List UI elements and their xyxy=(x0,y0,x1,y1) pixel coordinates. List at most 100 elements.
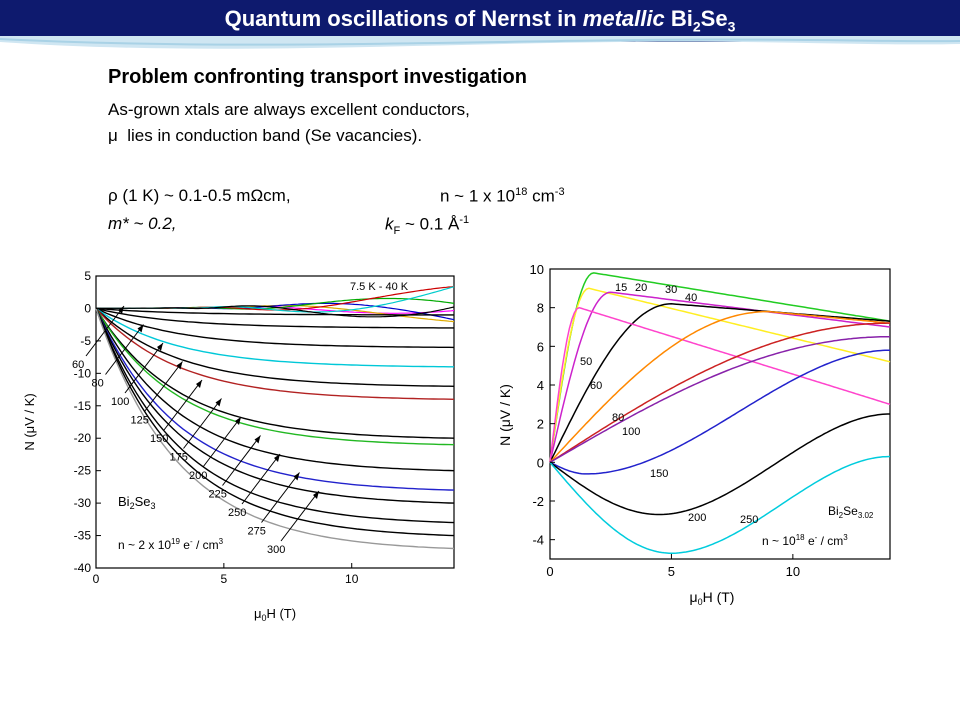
y-tick-label: -4 xyxy=(532,533,544,548)
x-tick-label: 0 xyxy=(93,572,100,586)
temperature-label: 100 xyxy=(111,396,129,408)
x-tick-label: 10 xyxy=(786,564,800,579)
nernst-curve xyxy=(549,303,891,463)
arrow-head xyxy=(254,435,261,444)
y-tick-label: 0 xyxy=(537,455,544,470)
nernst-curve xyxy=(549,272,891,463)
x-axis-label: μ0H (T) xyxy=(690,589,735,607)
y-axis-label: N (μV / K) xyxy=(22,393,37,450)
label-arrow xyxy=(280,490,320,542)
temperature-label: 275 xyxy=(248,526,266,538)
slide-title: Quantum oscillations of Nernst in metall… xyxy=(224,6,736,35)
nernst-curve xyxy=(549,291,891,463)
nernst-curve xyxy=(549,413,890,516)
temperature-label: 80 xyxy=(612,412,624,424)
text-line-2: μ lies in conduction band (Se vacancies)… xyxy=(108,126,423,145)
y-tick-label: 2 xyxy=(537,417,544,432)
y-tick-label: 0 xyxy=(84,301,91,315)
nernst-curve xyxy=(95,307,454,329)
arrow-head xyxy=(118,306,124,314)
temperature-label: 40 xyxy=(685,292,697,304)
temperature-label: 250 xyxy=(228,507,246,519)
nernst-curve xyxy=(95,308,455,537)
arrow-head xyxy=(293,472,300,481)
rho-line: ρ (1 K) ~ 0.1-0.5 mΩcm, xyxy=(108,186,291,205)
arrow-head xyxy=(313,491,319,499)
label-arrow xyxy=(163,379,203,431)
label-arrow xyxy=(105,324,144,375)
mass-line: m* ~ 0.2, xyxy=(108,214,177,233)
x-tick-label: 5 xyxy=(221,572,228,586)
label-arrow xyxy=(124,342,164,394)
y-tick-label: -30 xyxy=(74,496,92,510)
arrow-head xyxy=(274,454,280,462)
temperature-label: 100 xyxy=(622,426,640,438)
nernst-curve xyxy=(95,308,455,491)
y-tick-label: -15 xyxy=(74,399,92,413)
temperature-label: 80 xyxy=(92,378,104,390)
y-tick-label: -10 xyxy=(74,366,92,380)
label-arrow xyxy=(241,453,281,505)
y-axis-label: N (μV / K) xyxy=(497,384,513,446)
density-label: n ~ 1018 e- / cm3 xyxy=(762,533,848,548)
low-temp-curve xyxy=(96,305,455,318)
label-arrow xyxy=(85,305,125,357)
kf-line: kF ~ 0.1 Å-1 xyxy=(385,214,470,238)
density-label: n ~ 2 x 1019 e- / cm3 xyxy=(118,537,224,552)
label-arrow xyxy=(222,435,261,486)
nernst-curve xyxy=(549,349,890,475)
temperature-label: 300 xyxy=(267,544,285,556)
label-arrow xyxy=(261,472,300,523)
nernst-chart-left: 50-5-10-15-20-25-30-35-400 5 10 6080100125… xyxy=(22,269,455,623)
y-tick-label: 5 xyxy=(84,269,91,283)
sample-label: Bi2Se3 xyxy=(118,494,156,511)
nernst-curve xyxy=(95,308,455,524)
nernst-curve xyxy=(95,307,455,400)
nernst-curve xyxy=(549,306,891,463)
temperature-label: 200 xyxy=(688,512,706,524)
temperature-label: 60 xyxy=(590,380,602,392)
x-tick-label: 5 xyxy=(668,564,675,579)
decorative-wave xyxy=(0,36,960,49)
x-tick-label: 0 xyxy=(546,564,553,579)
temperature-label: 250 xyxy=(740,514,758,526)
temperature-label: 225 xyxy=(209,489,227,501)
nernst-curve xyxy=(95,308,455,504)
nernst-curve xyxy=(95,307,454,316)
arrow-head xyxy=(176,361,183,370)
label-arrow xyxy=(202,416,242,468)
sample-label: Bi2Se3.02 xyxy=(828,504,874,520)
temperature-label: 150 xyxy=(150,433,168,445)
arrow-head xyxy=(215,398,222,407)
arrow-head xyxy=(157,343,163,351)
problem-heading: Problem confronting transport investigat… xyxy=(108,66,527,88)
y-tick-label: 10 xyxy=(530,262,544,277)
arrow-head xyxy=(196,380,202,388)
y-tick-label: -25 xyxy=(74,464,92,478)
text-line-1: As-grown xtals are always excellent cond… xyxy=(108,100,470,119)
temperature-label: 200 xyxy=(189,470,207,482)
y-tick-label: -35 xyxy=(74,529,92,543)
label-arrow xyxy=(183,398,222,449)
temp-range-label: 7.5 K - 40 K xyxy=(350,281,409,293)
y-tick-label: 8 xyxy=(537,301,544,316)
nernst-curve xyxy=(95,307,455,349)
nernst-curve xyxy=(549,335,890,463)
y-tick-label: -2 xyxy=(532,494,544,509)
temperature-label: 50 xyxy=(580,356,592,368)
nernst-curve xyxy=(95,308,455,439)
temperature-label: 20 xyxy=(635,282,647,294)
nernst-curve xyxy=(549,455,891,554)
y-tick-label: -20 xyxy=(74,431,92,445)
plot-frame xyxy=(95,275,455,569)
y-tick-label: 4 xyxy=(537,378,544,393)
arrow-head xyxy=(137,324,144,333)
nernst-curve xyxy=(95,307,455,387)
density-line: n ~ 1 x 1018 cm-3 xyxy=(440,186,565,206)
nernst-curve xyxy=(549,310,891,463)
x-tick-label: 10 xyxy=(345,572,359,586)
x-axis-label: μ0H (T) xyxy=(254,606,296,623)
nernst-curve xyxy=(95,308,455,550)
temperature-label: 175 xyxy=(170,452,188,464)
